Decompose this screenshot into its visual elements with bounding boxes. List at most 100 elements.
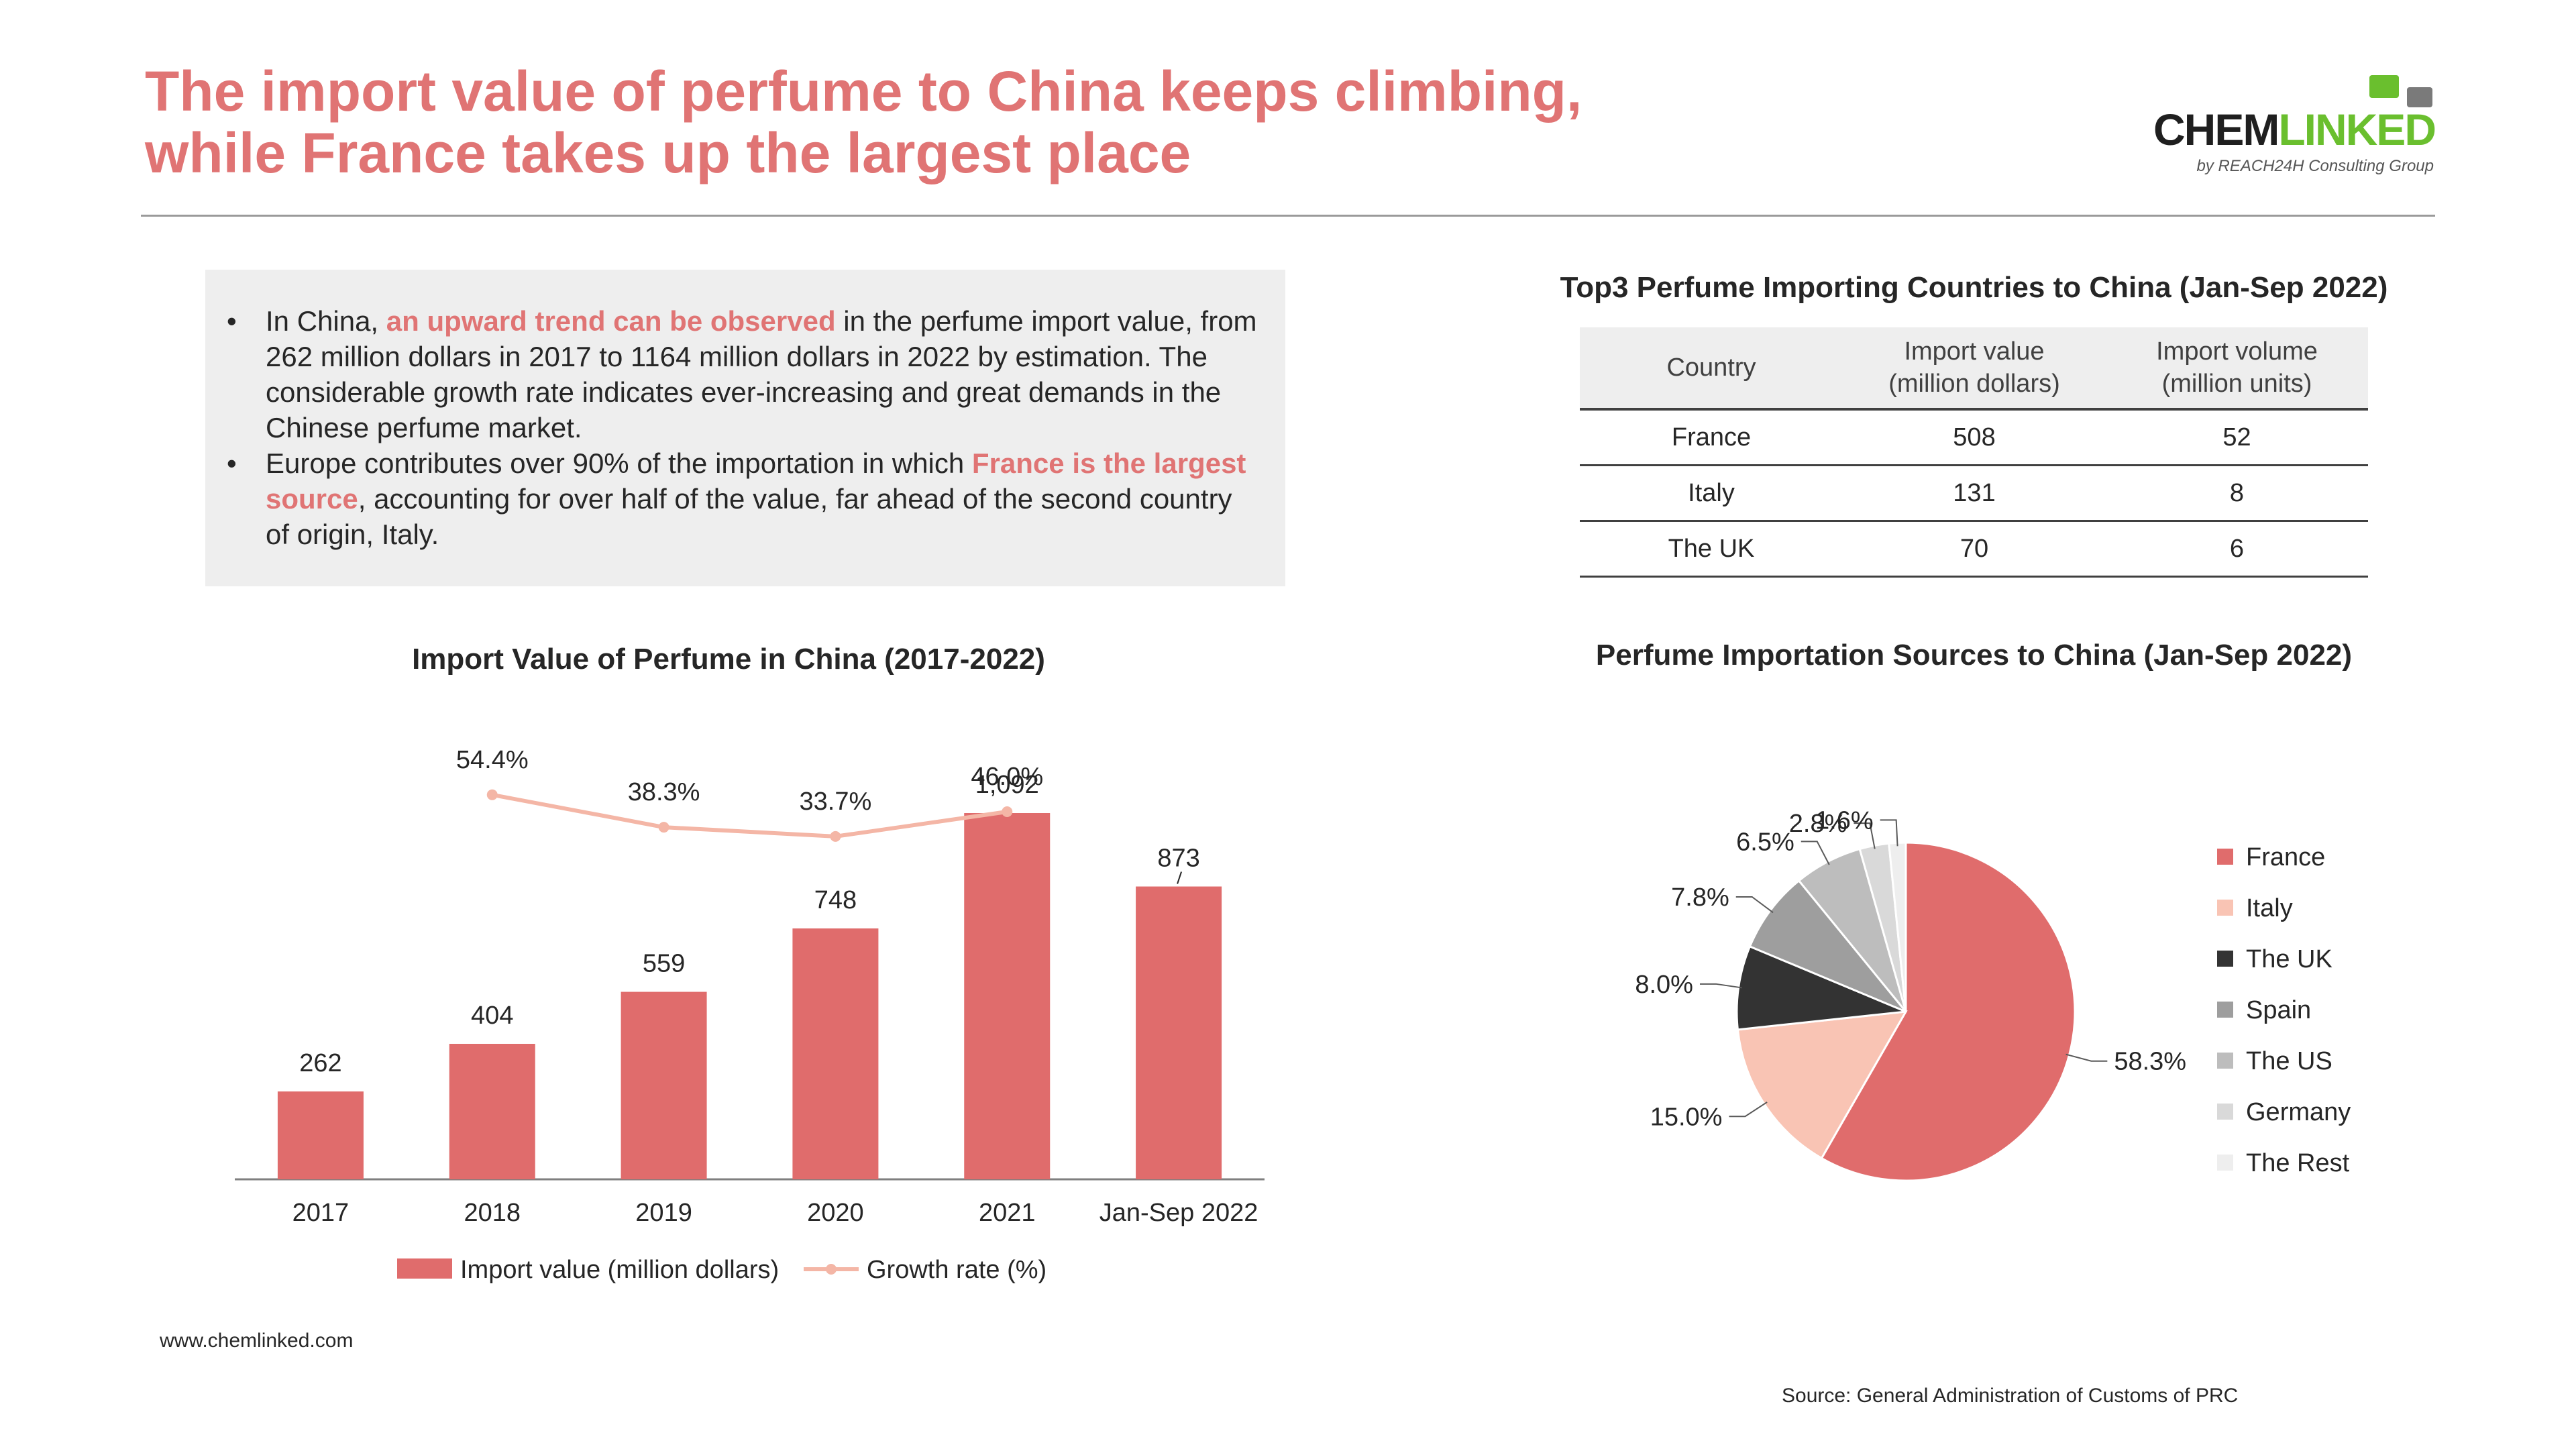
speech-bubble-icon bbox=[2369, 75, 2399, 98]
x-tick-label: 2019 bbox=[635, 1199, 692, 1227]
summary-bullet-2: • Europe contributes over 90% of the impo… bbox=[227, 445, 1260, 552]
legend-swatch bbox=[2217, 900, 2233, 916]
bar bbox=[1136, 886, 1222, 1179]
legend-swatch bbox=[2217, 951, 2233, 967]
leader-line bbox=[1880, 819, 1898, 847]
cell-volume: 6 bbox=[2106, 521, 2368, 578]
bar-chart-title: Import Value of Perfume in China (2017-2… bbox=[412, 643, 1045, 676]
bullet-marker: • bbox=[227, 447, 237, 479]
table-row: The UK 70 6 bbox=[1580, 521, 2368, 578]
slice-data-label: 6.5% bbox=[1736, 828, 1794, 856]
highlight-text: France is the largest source bbox=[266, 447, 1246, 515]
bar-data-label: 559 bbox=[643, 950, 685, 978]
summary-bullet-1: • In China, an upward trend can be observ… bbox=[227, 303, 1260, 445]
legend-swatch bbox=[2217, 1155, 2233, 1171]
speech-bubble-icon bbox=[2407, 87, 2432, 107]
leader-line bbox=[1729, 1102, 1768, 1118]
leader-line bbox=[1735, 896, 1774, 914]
growth-rate-line bbox=[492, 792, 1008, 839]
bar-data-label: 748 bbox=[814, 886, 857, 914]
table-row: France 508 52 bbox=[1580, 409, 2368, 466]
cell-value: 508 bbox=[1843, 409, 2106, 466]
bar bbox=[964, 813, 1051, 1179]
source-note: Source: General Administration of Custom… bbox=[1782, 1385, 2239, 1407]
growth-rate-label: 33.7% bbox=[800, 788, 872, 816]
slice-data-label: 2.8% bbox=[1789, 810, 1847, 838]
bar-data-label: 404 bbox=[471, 1002, 513, 1030]
growth-rate-label: 38.3% bbox=[628, 778, 700, 806]
bar bbox=[449, 1044, 535, 1179]
legend-swatch bbox=[2217, 849, 2233, 865]
legend-label: Italy bbox=[2246, 894, 2293, 922]
logo-tagline: by REACH24H Consulting Group bbox=[2196, 157, 2434, 175]
growth-rate-label: 54.4% bbox=[456, 746, 529, 774]
slice-data-label: 58.3% bbox=[2114, 1048, 2186, 1076]
table-row: Italy 131 8 bbox=[1580, 465, 2368, 522]
legend-label: The Rest bbox=[2246, 1149, 2350, 1177]
growth-rate-point bbox=[486, 789, 498, 800]
x-tick-label: 2020 bbox=[807, 1199, 864, 1227]
legend-marker-growth-rate bbox=[826, 1264, 837, 1275]
legend-label: The UK bbox=[2246, 945, 2332, 973]
cell-country: France bbox=[1580, 409, 1843, 466]
legend-swatch-import-value bbox=[397, 1258, 452, 1279]
column-header-country: Country bbox=[1580, 327, 1843, 411]
summary-box: • In China, an upward trend can be observ… bbox=[205, 270, 1285, 586]
cell-volume: 8 bbox=[2106, 465, 2368, 522]
column-header-import-volume: Import volume (million units) bbox=[2106, 327, 2368, 411]
x-tick-label: 2017 bbox=[292, 1199, 350, 1227]
page-title: The import value of perfume to China kee… bbox=[145, 60, 1688, 184]
slice-data-label: 8.0% bbox=[1635, 971, 1693, 999]
leader-line bbox=[1177, 871, 1183, 884]
leader-line bbox=[1801, 841, 1830, 865]
bar-data-label: 873 bbox=[1157, 845, 1199, 873]
header-divider bbox=[141, 215, 2435, 217]
import-value-bar-chart: 262 2017 404 2018 559 2019 748 2020 1,092 2021 873… bbox=[235, 746, 1265, 1284]
bullet-marker: • bbox=[227, 305, 237, 337]
bar bbox=[621, 991, 707, 1179]
table-header-row: Country Import value (million dollars) Im… bbox=[1580, 327, 2368, 411]
slice-data-label: 1.6% bbox=[1815, 806, 1874, 835]
logo-wordmark: CHEMLINKED bbox=[2153, 105, 2436, 154]
growth-rate-label: 46.0% bbox=[971, 763, 1043, 791]
legend-swatch bbox=[2217, 1053, 2233, 1069]
x-tick-label: 2018 bbox=[464, 1199, 521, 1227]
legend-swatch bbox=[2217, 1104, 2233, 1120]
slice-data-label: 15.0% bbox=[1650, 1103, 1723, 1131]
legend-swatch bbox=[2217, 1002, 2233, 1018]
x-tick-label: 2021 bbox=[979, 1199, 1036, 1227]
legend-label-import-value: Import value (million dollars) bbox=[460, 1256, 779, 1284]
legend-label-growth-rate: Growth rate (%) bbox=[867, 1256, 1046, 1284]
leader-line bbox=[1699, 983, 1742, 989]
leader-line bbox=[2065, 1053, 2108, 1062]
cell-country: Italy bbox=[1580, 465, 1843, 522]
x-tick-label: Jan-Sep 2022 bbox=[1099, 1199, 1258, 1227]
top3-countries-table: Country Import value (million dollars) Im… bbox=[1580, 327, 2368, 578]
bar bbox=[792, 928, 879, 1179]
growth-rate-point bbox=[658, 822, 669, 833]
cell-value: 70 bbox=[1843, 521, 2106, 578]
title-line-1: The import value of perfume to China kee… bbox=[145, 60, 1582, 123]
cell-volume: 52 bbox=[2106, 409, 2368, 466]
slice-data-label: 7.8% bbox=[1671, 883, 1729, 912]
cell-country: The UK bbox=[1580, 521, 1843, 578]
growth-rate-point bbox=[1002, 806, 1013, 817]
highlight-text: an upward trend can be observed bbox=[386, 305, 836, 337]
legend-label: Germany bbox=[2246, 1098, 2351, 1126]
table-title: Top3 Perfume Importing Countries to Chin… bbox=[1560, 271, 2388, 304]
legend-label: The US bbox=[2246, 1047, 2332, 1075]
leader-line bbox=[1854, 822, 1876, 849]
bar-data-label: 262 bbox=[299, 1049, 341, 1077]
legend-label: France bbox=[2246, 843, 2325, 871]
bar-data-label: 1,092 bbox=[975, 771, 1039, 799]
cell-value: 131 bbox=[1843, 465, 2106, 522]
growth-rate-point bbox=[830, 830, 841, 842]
chemlinked-logo: CHEMLINKED by REACH24H Consulting Group bbox=[2153, 74, 2436, 181]
title-line-2: while France takes up the largest place bbox=[145, 121, 1191, 184]
bar bbox=[277, 1091, 364, 1179]
website-link[interactable]: www.chemlinked.com bbox=[160, 1330, 354, 1352]
importation-sources-pie-chart: 58.3% France 15.0% Italy 8.0% The UK 7.8% Spain… bbox=[1635, 806, 2351, 1182]
legend-label: Spain bbox=[2246, 996, 2311, 1024]
pie-chart-title: Perfume Importation Sources to China (Ja… bbox=[1595, 639, 2353, 672]
column-header-import-value: Import value (million dollars) bbox=[1843, 327, 2106, 411]
